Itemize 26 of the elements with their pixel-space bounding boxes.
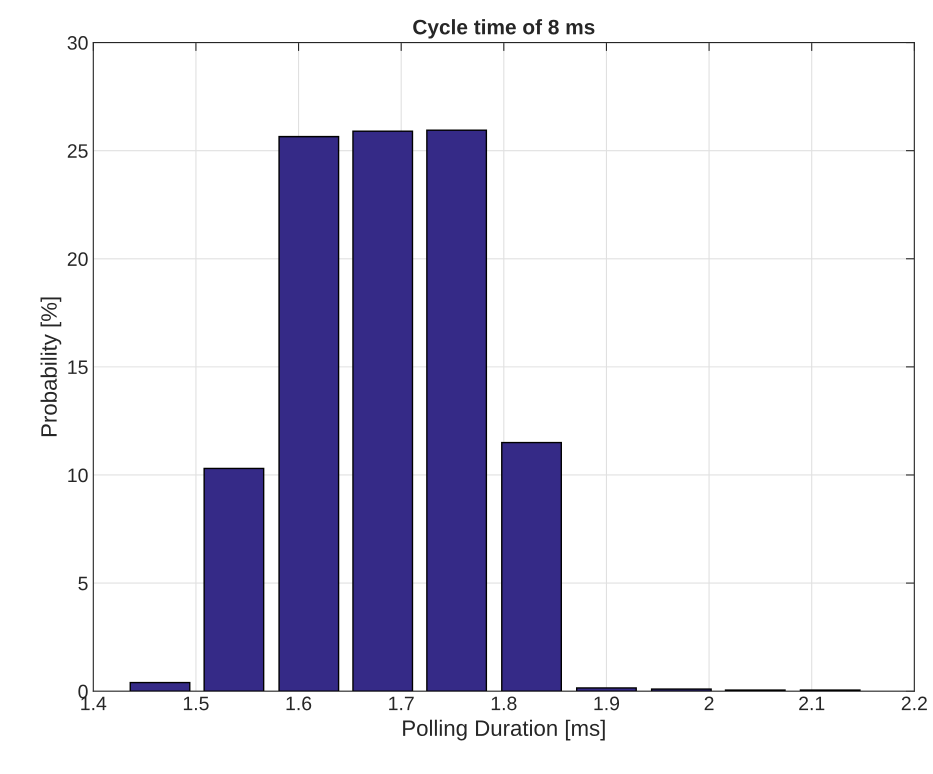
y-tick-label: 15 bbox=[68, 360, 88, 374]
bar bbox=[203, 468, 264, 692]
chart-title: Cycle time of 8 ms bbox=[413, 19, 594, 39]
bar bbox=[130, 682, 190, 692]
y-axis-title: Probability [%] bbox=[40, 297, 62, 436]
bar bbox=[576, 687, 637, 692]
bar bbox=[278, 136, 340, 692]
x-tick-label: 1.6 bbox=[286, 696, 312, 710]
x-tick-label: 1.7 bbox=[389, 696, 414, 710]
y-tick-label: 25 bbox=[68, 144, 88, 158]
bar bbox=[426, 129, 488, 692]
y-tick-label: 30 bbox=[68, 36, 88, 50]
x-tick-label: 1.8 bbox=[492, 696, 516, 710]
x-tick-label: 1.5 bbox=[184, 696, 209, 710]
bar bbox=[352, 130, 414, 692]
y-tick-label: 0 bbox=[78, 684, 88, 698]
x-tick-label: 1.4 bbox=[81, 696, 106, 710]
x-axis-title: Polling Duration [ms] bbox=[403, 720, 605, 740]
x-tick-label: 2 bbox=[704, 696, 714, 710]
bar bbox=[501, 442, 562, 692]
y-tick-label: 20 bbox=[68, 252, 88, 266]
y-tick-label: 10 bbox=[68, 468, 88, 482]
x-tick-label: 2.2 bbox=[902, 696, 927, 710]
x-tick-label: 1.9 bbox=[594, 696, 620, 710]
x-tick-label: 2.1 bbox=[799, 696, 824, 710]
y-tick-label: 5 bbox=[78, 576, 88, 590]
